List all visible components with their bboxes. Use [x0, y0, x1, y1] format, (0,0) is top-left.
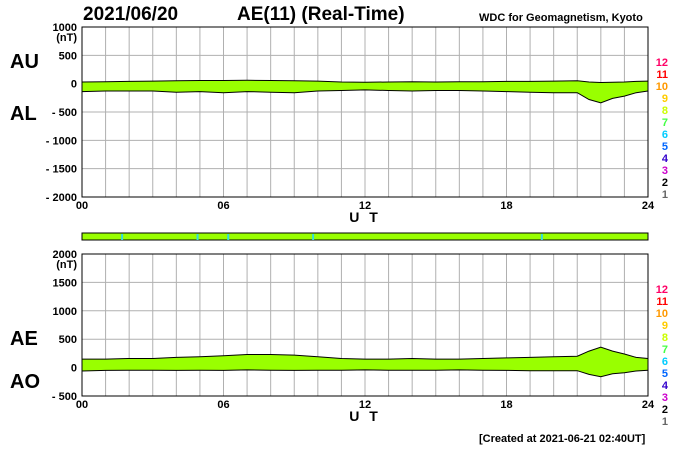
au-al-y-tick-label: - 2000	[46, 192, 77, 204]
ae-ao-x-tick-label: 00	[76, 399, 88, 411]
au-al-x-tick-label: 24	[642, 200, 655, 212]
au-al-station-count-label: 3	[662, 165, 668, 177]
ae-ao-station-count-label: 5	[662, 368, 668, 380]
ae-ao-x-tick-label: 12	[359, 399, 371, 411]
ae-ao-station-count-label: 2	[662, 404, 668, 416]
au-al-y-tick-label: - 1500	[46, 164, 77, 176]
au-al-station-count-label: 2	[662, 177, 668, 189]
ae-ao-y-unit: (nT)	[56, 259, 77, 271]
au-al-x-tick-label: 18	[500, 200, 512, 212]
au-al-station-count-label: 9	[662, 93, 668, 105]
ae-ao-station-count-label: 4	[662, 380, 669, 392]
ae-ao-x-tick-label: 24	[642, 399, 655, 411]
au-al-station-count-label: 4	[662, 153, 669, 165]
au-al-y-tick-label: 0	[71, 79, 77, 91]
au-al-y-tick-label: 500	[59, 50, 77, 62]
au-al-station-count-label: 1	[662, 189, 668, 201]
chart-title: AE(11) (Real-Time)	[237, 4, 405, 25]
au-al-plot-frame	[81, 26, 649, 198]
ae-ao-y-tick-label: 2000	[53, 249, 77, 261]
ae-ao-station-count-label: 3	[662, 392, 668, 404]
ae-ao-station-count-label: 8	[662, 332, 668, 344]
au-al-station-count-label: 6	[662, 129, 668, 141]
ae-ao-station-count-label: 11	[656, 296, 668, 308]
ae-ao-y-tick-label: 1000	[53, 306, 77, 318]
chart-date: 2021/06/20	[83, 4, 179, 25]
au-al-x-tick-label: 12	[359, 200, 371, 212]
au-al-al-line	[81, 89, 649, 104]
ae-ao-y-tick-label: - 500	[52, 391, 77, 403]
created-timestamp: [Created at 2021-06-21 02:40UT]	[479, 433, 646, 445]
au-al-au-line	[81, 79, 649, 84]
ae-ao-plot-frame	[81, 253, 649, 397]
au-al-y-tick-label: - 500	[52, 107, 77, 119]
au-al-band-fill	[82, 80, 648, 103]
ao-label: AO	[10, 371, 40, 393]
ae-ao-station-count-label: 7	[662, 344, 668, 356]
au-al-station-count-label: 10	[656, 81, 668, 93]
ae-ao-x-tick-label: 06	[217, 399, 229, 411]
ae-ao-y-tick-label: 1500	[53, 277, 77, 289]
ae-ao-station-count-label: 9	[662, 320, 668, 332]
au-al-station-count-label: 12	[656, 57, 668, 69]
ae-ao-band-fill	[82, 347, 648, 377]
ae-ao-station-count-label: 12	[656, 284, 668, 296]
ae-ao-x-axis-label: U T	[349, 408, 381, 424]
ae-ao-ao-line	[81, 369, 649, 378]
au-al-station-count-label: 8	[662, 105, 668, 117]
ae-ao-station-count-label: 6	[662, 356, 668, 368]
au-al-x-tick-label: 06	[217, 200, 229, 212]
ae-label: AE	[10, 328, 38, 350]
au-label: AU	[10, 51, 39, 73]
au-al-station-count-label: 11	[656, 69, 668, 81]
ae-ao-y-tick-label: 0	[71, 363, 77, 375]
ae-ao-station-count-label: 1	[662, 416, 668, 428]
ae-ao-ae-line	[82, 346, 649, 360]
au-al-y-tick-label: 1000	[53, 22, 77, 34]
ae-ao-x-tick-label: 18	[500, 399, 512, 411]
au-al-y-tick-label: - 1000	[46, 135, 77, 147]
al-label: AL	[10, 103, 37, 125]
au-al-station-count-label: 5	[662, 141, 668, 153]
au-al-x-axis-label: U T	[349, 209, 381, 225]
au-al-station-count-label: 7	[662, 117, 668, 129]
ae-ao-station-count-label: 10	[656, 308, 668, 320]
station-coverage-bar	[81, 232, 649, 241]
data-credit: WDC for Geomagnetism, Kyoto	[479, 12, 643, 24]
au-al-x-tick-label: 00	[76, 200, 88, 212]
ae-ao-y-tick-label: 500	[59, 334, 77, 346]
au-al-y-unit: (nT)	[56, 32, 77, 44]
